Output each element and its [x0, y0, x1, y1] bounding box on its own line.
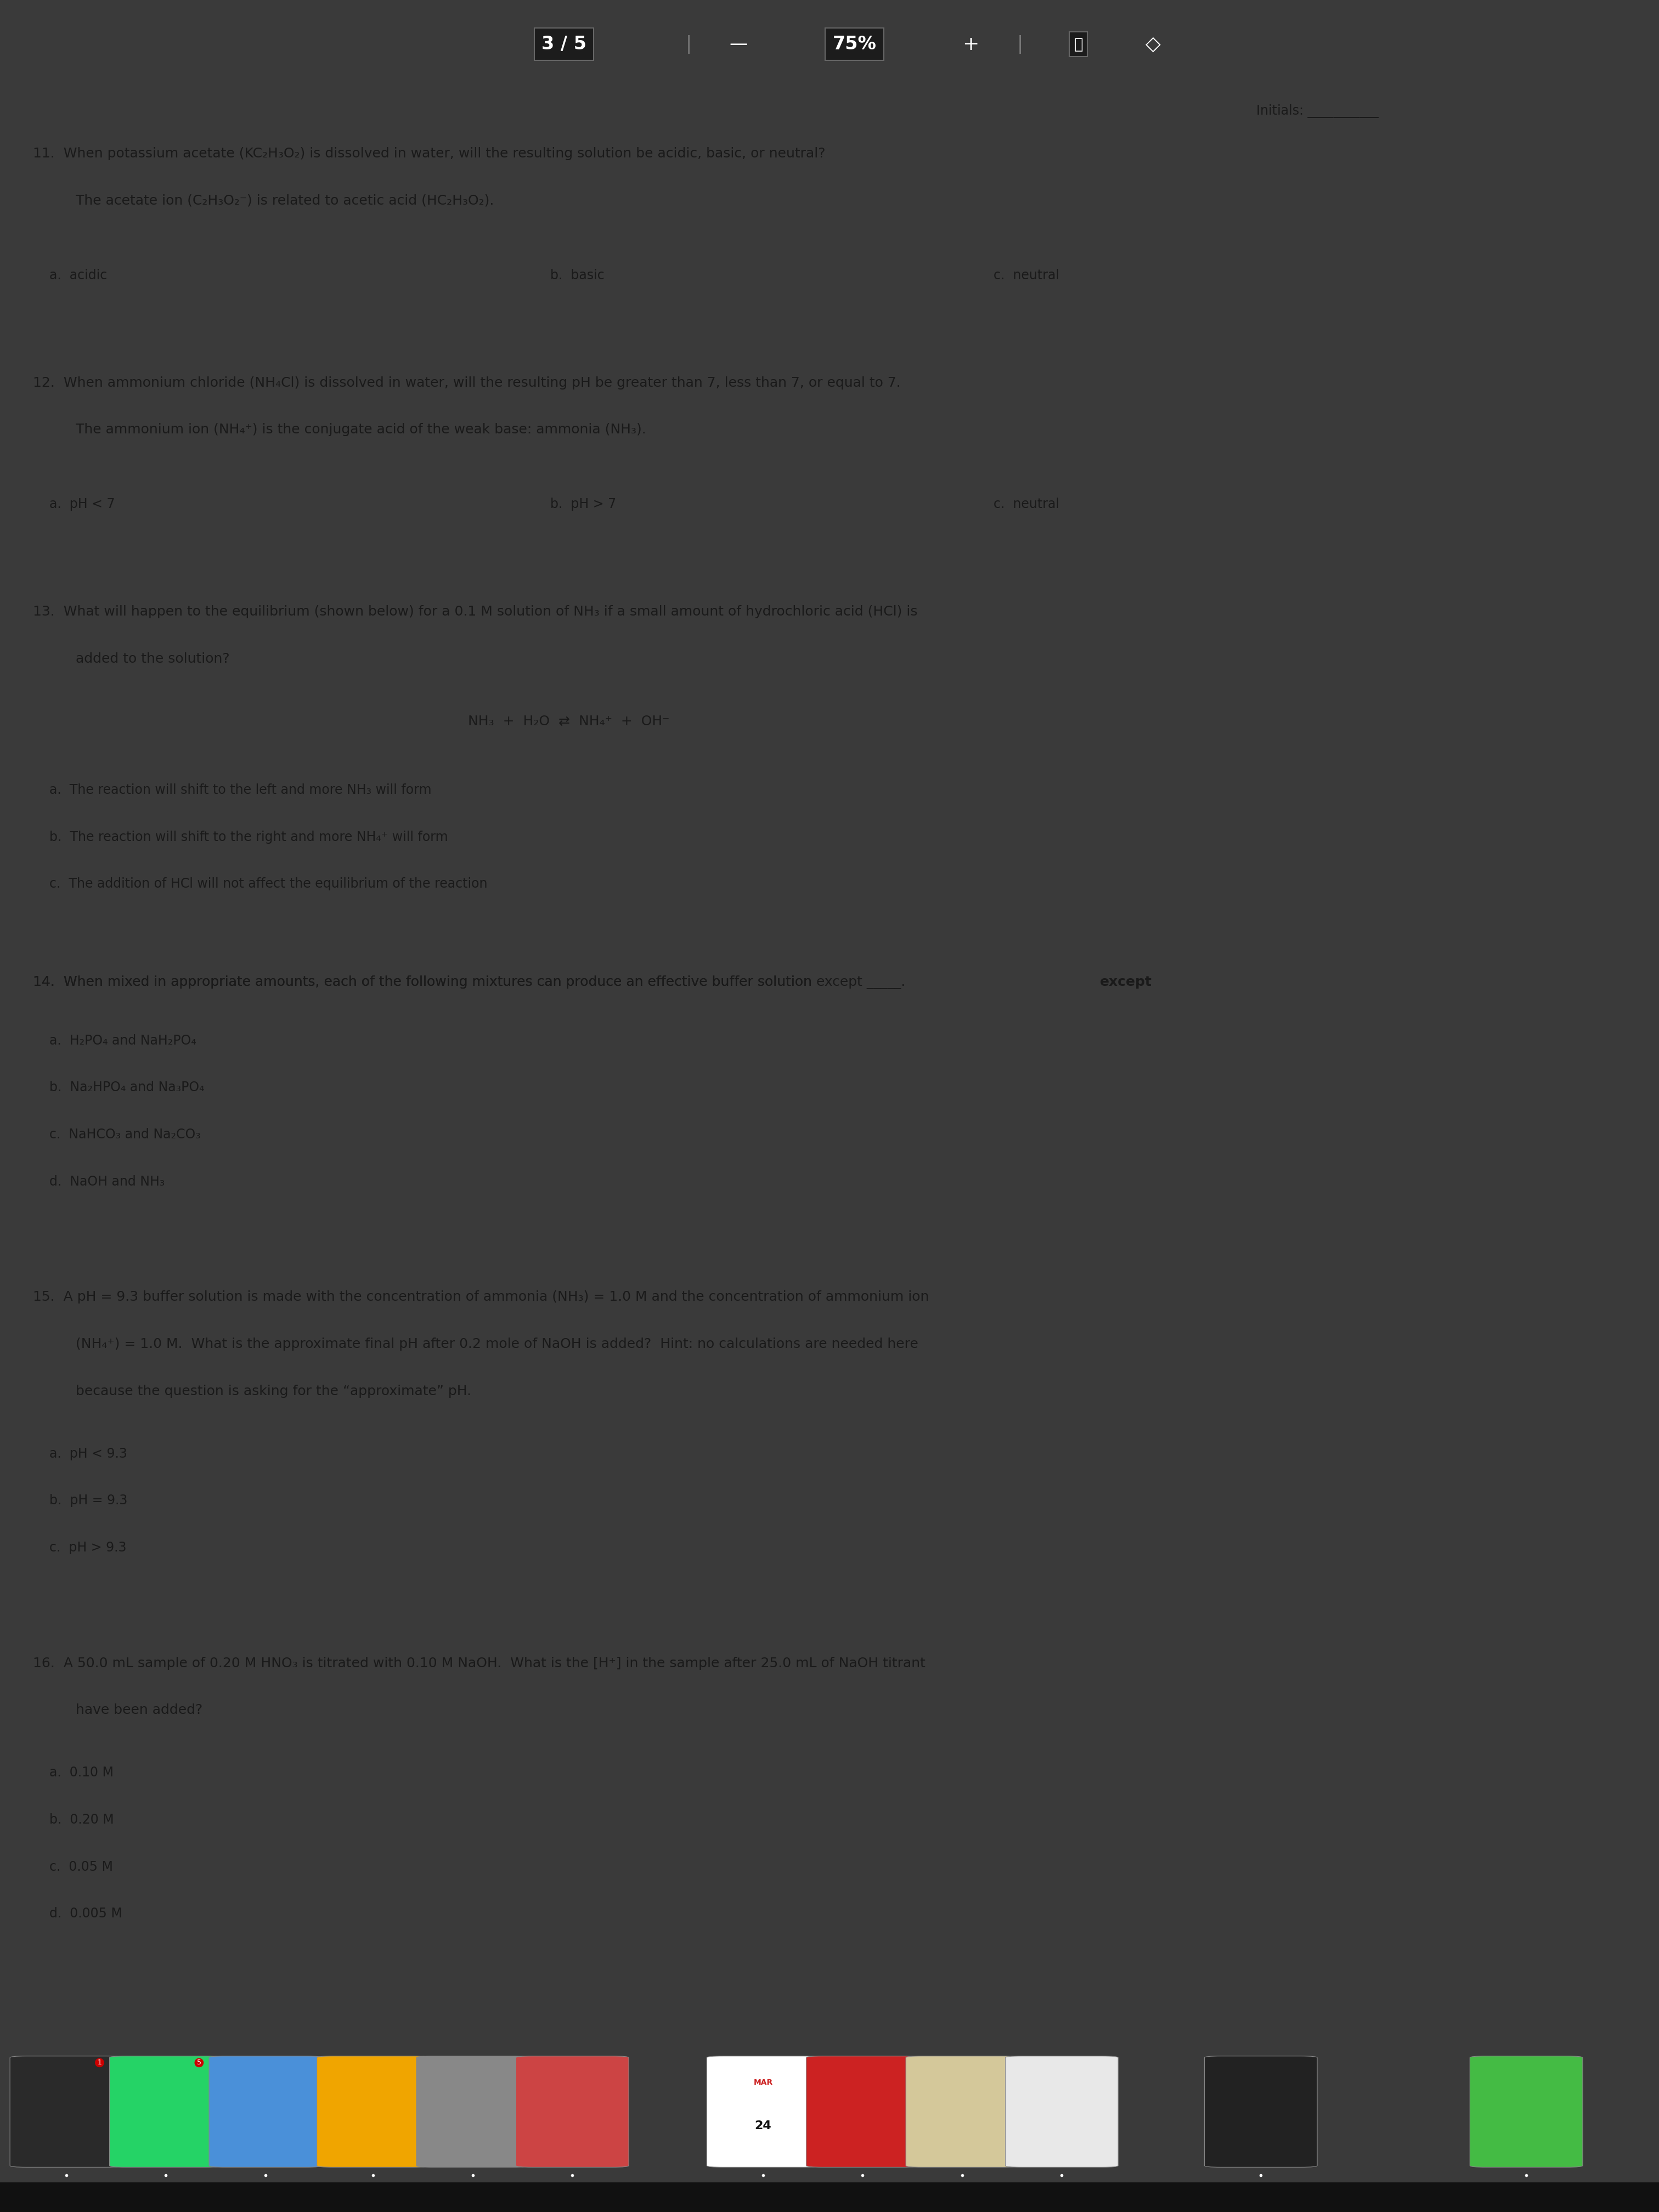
Text: c.  neutral: c. neutral [994, 268, 1060, 281]
Text: 3 / 5: 3 / 5 [541, 35, 587, 53]
Text: c.  The addition of HCl will not affect the equilibrium of the reaction: c. The addition of HCl will not affect t… [50, 878, 488, 891]
Text: The ammonium ion (NH₄⁺) is the conjugate acid of the weak base: ammonia (NH₃).: The ammonium ion (NH₄⁺) is the conjugate… [50, 422, 645, 436]
Text: c.  0.05 M: c. 0.05 M [50, 1860, 113, 1874]
Text: c.  NaHCO₃ and Na₂CO₃: c. NaHCO₃ and Na₂CO₃ [50, 1128, 201, 1141]
Text: 12.  When ammonium chloride (NH₄Cl) is dissolved in water, will the resulting pH: 12. When ammonium chloride (NH₄Cl) is di… [33, 376, 901, 389]
FancyBboxPatch shape [1005, 2057, 1118, 2168]
Text: 11.  When potassium acetate (KC₂H₃O₂) is dissolved in water, will the resulting : 11. When potassium acetate (KC₂H₃O₂) is … [33, 148, 826, 161]
FancyBboxPatch shape [209, 2057, 322, 2168]
Text: |: | [685, 35, 692, 53]
Text: 1: 1 [98, 2059, 101, 2066]
Text: 14.  When mixed in appropriate amounts, each of the following mixtures can produ: 14. When mixed in appropriate amounts, e… [33, 975, 816, 989]
Text: a.  pH < 7: a. pH < 7 [50, 498, 114, 511]
Text: The acetate ion (C₂H₃O₂⁻) is related to acetic acid (HC₂H₃O₂).: The acetate ion (C₂H₃O₂⁻) is related to … [50, 195, 494, 208]
FancyBboxPatch shape [516, 2057, 629, 2168]
Text: d.  NaOH and NH₃: d. NaOH and NH₃ [50, 1175, 164, 1188]
Text: (NH₄⁺) = 1.0 M.  What is the approximate final pH after 0.2 mole of NaOH is adde: (NH₄⁺) = 1.0 M. What is the approximate … [50, 1338, 919, 1352]
Text: b.  0.20 M: b. 0.20 M [50, 1814, 114, 1827]
FancyBboxPatch shape [109, 2057, 222, 2168]
Text: b.  pH = 9.3: b. pH = 9.3 [50, 1493, 128, 1506]
FancyBboxPatch shape [1470, 2057, 1583, 2168]
Text: except: except [1100, 975, 1151, 989]
Text: 75%: 75% [833, 35, 876, 53]
Text: have been added?: have been added? [50, 1703, 202, 1717]
FancyBboxPatch shape [707, 2057, 820, 2168]
Text: MAR: MAR [753, 2079, 773, 2086]
FancyBboxPatch shape [416, 2057, 529, 2168]
Text: 5: 5 [197, 2059, 201, 2066]
Text: +: + [962, 35, 979, 53]
Text: 15.  A pH = 9.3 buffer solution is made with the concentration of ammonia (NH₃) : 15. A pH = 9.3 buffer solution is made w… [33, 1290, 929, 1303]
FancyBboxPatch shape [906, 2057, 1019, 2168]
Text: d.  0.005 M: d. 0.005 M [50, 1907, 123, 1920]
Text: a.  The reaction will shift to the left and more NH₃ will form: a. The reaction will shift to the left a… [50, 783, 431, 796]
Bar [0, 2181, 1659, 2212]
Text: 14.  When mixed in appropriate amounts, each of the following mixtures can produ: 14. When mixed in appropriate amounts, e… [33, 975, 906, 989]
Text: —: — [728, 35, 748, 53]
Text: b.  basic: b. basic [551, 268, 604, 281]
Text: NH₃  +  H₂O  ⇄  NH₄⁺  +  OH⁻: NH₃ + H₂O ⇄ NH₄⁺ + OH⁻ [468, 714, 670, 728]
Text: ◇: ◇ [1145, 35, 1161, 53]
Text: b.  The reaction will shift to the right and more NH₄⁺ will form: b. The reaction will shift to the right … [50, 830, 448, 843]
Text: 13.  What will happen to the equilibrium (shown below) for a 0.1 M solution of N: 13. What will happen to the equilibrium … [33, 606, 917, 619]
Text: c.  pH > 9.3: c. pH > 9.3 [50, 1542, 126, 1555]
Text: a.  acidic: a. acidic [50, 268, 108, 281]
Text: c.  neutral: c. neutral [994, 498, 1060, 511]
FancyBboxPatch shape [1204, 2057, 1317, 2168]
FancyBboxPatch shape [10, 2057, 123, 2168]
FancyBboxPatch shape [317, 2057, 430, 2168]
Text: b.  Na₂HPO₄ and Na₃PO₄: b. Na₂HPO₄ and Na₃PO₄ [50, 1082, 204, 1095]
Text: a.  pH < 9.3: a. pH < 9.3 [50, 1447, 128, 1460]
Text: ⬜: ⬜ [1073, 38, 1083, 51]
Text: a.  H₂PO₄ and NaH₂PO₄: a. H₂PO₄ and NaH₂PO₄ [50, 1033, 196, 1046]
Text: Initials: ___________: Initials: ___________ [1256, 104, 1379, 117]
Text: because the question is asking for the “approximate” pH.: because the question is asking for the “… [50, 1385, 471, 1398]
Text: 16.  A 50.0 mL sample of 0.20 M HNO₃ is titrated with 0.10 M NaOH.  What is the : 16. A 50.0 mL sample of 0.20 M HNO₃ is t… [33, 1657, 926, 1670]
FancyBboxPatch shape [806, 2057, 919, 2168]
Text: added to the solution?: added to the solution? [50, 653, 229, 666]
Text: b.  pH > 7: b. pH > 7 [551, 498, 615, 511]
Text: a.  0.10 M: a. 0.10 M [50, 1765, 113, 1778]
Text: |: | [1017, 35, 1024, 53]
Text: 24: 24 [755, 2121, 771, 2130]
